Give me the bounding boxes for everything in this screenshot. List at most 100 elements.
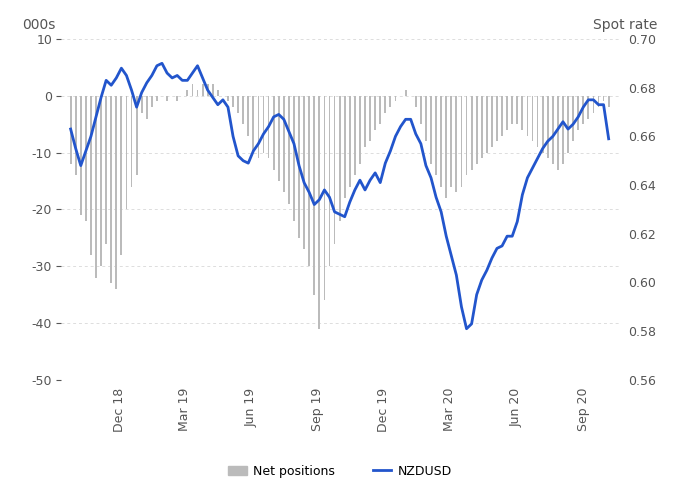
Bar xyxy=(90,96,92,255)
Bar xyxy=(466,96,467,175)
Bar xyxy=(445,96,447,198)
Bar xyxy=(608,96,609,107)
Bar xyxy=(435,96,437,175)
Bar xyxy=(582,96,584,124)
Bar xyxy=(567,96,569,152)
Bar xyxy=(131,96,133,187)
Bar xyxy=(557,96,559,169)
Bar xyxy=(308,96,310,266)
Bar xyxy=(120,96,122,255)
Bar xyxy=(430,96,432,164)
Bar xyxy=(262,96,265,152)
Bar xyxy=(324,96,325,300)
Bar xyxy=(415,96,417,107)
Bar xyxy=(146,96,148,118)
Bar xyxy=(298,96,300,238)
Bar xyxy=(542,96,543,152)
Bar xyxy=(212,84,214,96)
Bar xyxy=(369,96,371,141)
Bar xyxy=(486,96,488,152)
Bar xyxy=(481,96,483,158)
Bar xyxy=(602,96,605,101)
Bar xyxy=(237,96,239,113)
Bar xyxy=(364,96,366,147)
Bar xyxy=(516,96,518,124)
Bar xyxy=(268,96,269,158)
Bar xyxy=(70,96,71,164)
Bar xyxy=(491,96,493,147)
Bar xyxy=(252,96,254,152)
Bar xyxy=(303,96,305,249)
Bar xyxy=(258,96,259,158)
Bar xyxy=(202,84,203,96)
Bar xyxy=(217,90,219,96)
Bar xyxy=(460,96,462,187)
Bar xyxy=(227,96,229,101)
Bar xyxy=(105,96,107,244)
Bar xyxy=(456,96,457,192)
Bar xyxy=(126,96,127,209)
Bar xyxy=(278,96,279,181)
Bar xyxy=(552,96,554,164)
Bar xyxy=(506,96,508,130)
Bar xyxy=(405,90,407,96)
Bar xyxy=(425,96,427,141)
Bar xyxy=(440,96,442,187)
Bar xyxy=(283,96,285,192)
Bar xyxy=(232,96,234,107)
Bar xyxy=(349,96,351,187)
Bar xyxy=(526,96,528,135)
Bar xyxy=(75,96,77,175)
Bar xyxy=(532,96,533,141)
Bar xyxy=(136,96,137,175)
Bar xyxy=(318,96,320,329)
Bar xyxy=(207,84,209,96)
Bar xyxy=(420,96,422,124)
Bar xyxy=(537,96,539,147)
Bar xyxy=(592,96,594,113)
Bar xyxy=(141,96,143,113)
Bar xyxy=(476,96,477,164)
Bar xyxy=(197,90,199,96)
Bar xyxy=(273,96,275,169)
Bar xyxy=(577,96,579,130)
Bar xyxy=(390,96,391,107)
Bar xyxy=(328,96,330,266)
Bar xyxy=(598,96,599,107)
Bar xyxy=(186,90,188,96)
Bar xyxy=(100,96,102,266)
Bar xyxy=(384,96,386,113)
Bar xyxy=(192,84,193,96)
Bar xyxy=(95,96,97,278)
Bar xyxy=(588,96,590,118)
Bar xyxy=(562,96,564,164)
Text: Spot rate: Spot rate xyxy=(594,18,658,32)
Bar xyxy=(374,96,376,130)
Bar xyxy=(511,96,513,124)
Bar xyxy=(450,96,452,187)
Bar xyxy=(496,96,498,141)
Bar xyxy=(547,96,549,158)
Bar xyxy=(176,96,178,101)
Bar xyxy=(248,96,249,135)
Bar xyxy=(288,96,290,204)
Bar xyxy=(151,96,153,107)
Bar xyxy=(339,96,341,221)
Bar xyxy=(293,96,295,221)
Bar xyxy=(379,96,381,124)
Bar xyxy=(522,96,524,130)
Bar xyxy=(116,96,117,289)
Bar xyxy=(359,96,361,164)
Bar xyxy=(501,96,503,135)
Legend: Net positions, NZDUSD: Net positions, NZDUSD xyxy=(223,460,457,483)
Bar xyxy=(85,96,87,221)
Bar xyxy=(110,96,112,283)
Bar xyxy=(344,96,345,198)
Bar xyxy=(471,96,473,169)
Bar xyxy=(313,96,315,295)
Bar xyxy=(80,96,82,215)
Bar xyxy=(354,96,356,175)
Bar xyxy=(572,96,574,141)
Bar xyxy=(166,96,168,101)
Bar xyxy=(242,96,244,124)
